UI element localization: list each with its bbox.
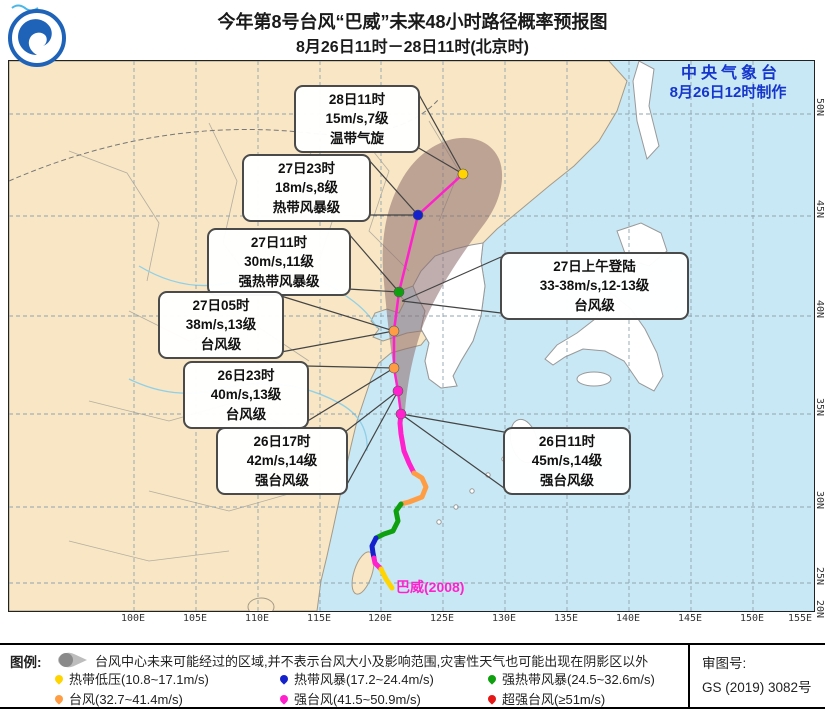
- callout-category: 台风级: [574, 297, 615, 313]
- lat-tick: 50N: [814, 98, 825, 117]
- agency-issue-time: 8月26日12时制作: [669, 84, 787, 101]
- callout-wind: 40m/s,13级: [210, 387, 282, 403]
- lon-tick: 125E: [429, 613, 455, 624]
- legend-dot: [278, 693, 290, 705]
- callout-category: 强台风级: [540, 472, 594, 488]
- callout-time: 28日11时: [328, 92, 386, 108]
- callout-wind: 33-38m/s,12-13级: [539, 278, 650, 294]
- legend-dot: [486, 693, 498, 705]
- lat-tick: 40N: [814, 300, 825, 319]
- legend-label: 强热带风暴(24.5~32.6m/s): [502, 672, 655, 687]
- point-27d05h: [388, 325, 400, 337]
- lon-tick: 105E: [182, 613, 208, 624]
- agency-name: 中央气象台: [680, 65, 781, 82]
- map-subtitle: 8月26日11时－28日11时(北京时): [296, 39, 529, 56]
- callout-leaders: [280, 90, 505, 489]
- legend-item-severe-typhoon: 强台风(41.5~50.9m/s): [278, 689, 421, 708]
- callout-time: 27日23时: [277, 161, 336, 177]
- approval-number: GS (2019) 3082号: [702, 680, 812, 696]
- lon-tick: 135E: [553, 613, 579, 624]
- callout-26d23h: 26日23时 40m/s,13级 台风级: [183, 361, 309, 429]
- lat-tick: 35N: [814, 398, 825, 417]
- lon-tick: 140E: [615, 613, 641, 624]
- past-track: [369, 411, 429, 591]
- callout-wind: 45m/s,14级: [531, 453, 603, 469]
- legend-dot: [53, 693, 65, 705]
- probability-cone: [382, 137, 503, 416]
- callout-wind: 18m/s,8级: [274, 180, 339, 196]
- callout-time: 26日11时: [538, 434, 596, 450]
- legend-cone-note: 台风中心未来可能经过的区域,并不表示台风大小及影响范围,灾害性天气也可能出现在阴…: [95, 654, 649, 669]
- callout-27d23h: 27日23时 18m/s,8级 热带风暴级: [242, 154, 371, 222]
- legend-item-tropical-depression: 热带低压(10.8~17.1m/s): [53, 669, 209, 688]
- point-27d23h: [412, 209, 424, 221]
- callout-category: 台风级: [225, 406, 267, 422]
- legend-dot: [53, 673, 65, 685]
- lon-tick: 150E: [739, 613, 765, 624]
- storm-name-label: 巴威(2008): [396, 579, 465, 595]
- lat-tick: 25N: [814, 567, 825, 586]
- lat-tick: 20N: [814, 600, 825, 619]
- point-28d11h: [457, 168, 469, 180]
- callout-26d17h: 26日17时 42m/s,14级 强台风级: [216, 427, 348, 495]
- legend-label: 热带低压(10.8~17.1m/s): [69, 672, 209, 687]
- point-26d17h: [392, 385, 404, 397]
- point-27d11h: [393, 286, 405, 298]
- cma-logo: [8, 4, 66, 67]
- forecast-points: [388, 168, 469, 420]
- legend-label: 强台风(41.5~50.9m/s): [294, 692, 421, 707]
- callout-time: 27日05时: [192, 298, 250, 314]
- callout-category: 强热带风暴级: [238, 273, 320, 289]
- legend-item-severe-tropical-storm: 强热带风暴(24.5~32.6m/s): [486, 669, 655, 688]
- callout-category: 温带气旋: [330, 130, 384, 146]
- point-26d23h: [388, 362, 400, 374]
- callout-time: 27日11时: [250, 235, 308, 251]
- callout-category: 台风级: [200, 336, 242, 352]
- lon-tick: 145E: [677, 613, 703, 624]
- legend-dot: [278, 673, 290, 685]
- callout-wind: 30m/s,11级: [244, 254, 314, 270]
- lon-tick: 130E: [491, 613, 517, 624]
- callout-landfall: 27日上午登陆 33-38m/s,12-13级 台风级: [500, 252, 689, 320]
- approval-label: 审图号:: [702, 656, 747, 671]
- approval-box: 审图号: GS (2019) 3082号: [688, 645, 825, 709]
- legend: 图例: 台风中心未来可能经过的区域,并不表示台风大小及影响范围,灾害性天气也可能…: [0, 643, 825, 709]
- callout-time: 26日23时: [217, 368, 275, 384]
- lon-tick: 155E: [787, 613, 813, 624]
- callout-27d11h: 27日11时 30m/s,11级 强热带风暴级: [207, 228, 351, 296]
- legend-label: 热带风暴(17.2~24.4m/s): [294, 672, 434, 687]
- lat-tick: 30N: [814, 491, 825, 510]
- legend-item-typhoon: 台风(32.7~41.4m/s): [53, 689, 183, 708]
- callout-wind: 42m/s,14级: [246, 453, 318, 469]
- callout-time: 27日上午登陆: [553, 259, 636, 275]
- legend-label: 超强台风(≥51m/s): [502, 692, 606, 707]
- callout-27d05h: 27日05时 38m/s,13级 台风级: [158, 291, 284, 359]
- legend-item-super-typhoon: 超强台风(≥51m/s): [486, 689, 606, 708]
- map-title: 今年第8号台风“巴威”未来48小时路径概率预报图: [217, 12, 608, 32]
- legend-title: 图例:: [10, 655, 42, 670]
- callout-wind: 15m/s,7级: [325, 111, 389, 127]
- legend-label: 台风(32.7~41.4m/s): [69, 692, 183, 707]
- callout-wind: 38m/s,13级: [185, 317, 257, 333]
- lon-tick: 115E: [306, 613, 332, 624]
- point-26d11h: [395, 408, 407, 420]
- lon-tick: 120E: [367, 613, 393, 624]
- legend-item-tropical-storm: 热带风暴(17.2~24.4m/s): [278, 669, 434, 688]
- legend-dot: [486, 673, 498, 685]
- callout-time: 26日17时: [253, 434, 311, 450]
- logo-swirl: [18, 19, 52, 55]
- callout-category: 热带风暴级: [272, 199, 341, 215]
- callout-26d11h: 26日11时 45m/s,14级 强台风级: [503, 427, 631, 495]
- island-taiwan: [351, 551, 375, 595]
- callout-28d11h: 28日11时 15m/s,7级 温带气旋: [294, 85, 420, 153]
- lon-tick: 100E: [120, 613, 146, 624]
- island-hainan: [247, 597, 275, 611]
- callout-category: 强台风级: [255, 472, 309, 488]
- lat-tick: 45N: [814, 200, 825, 219]
- lon-tick: 110E: [244, 613, 270, 624]
- cone-icon: [58, 652, 87, 668]
